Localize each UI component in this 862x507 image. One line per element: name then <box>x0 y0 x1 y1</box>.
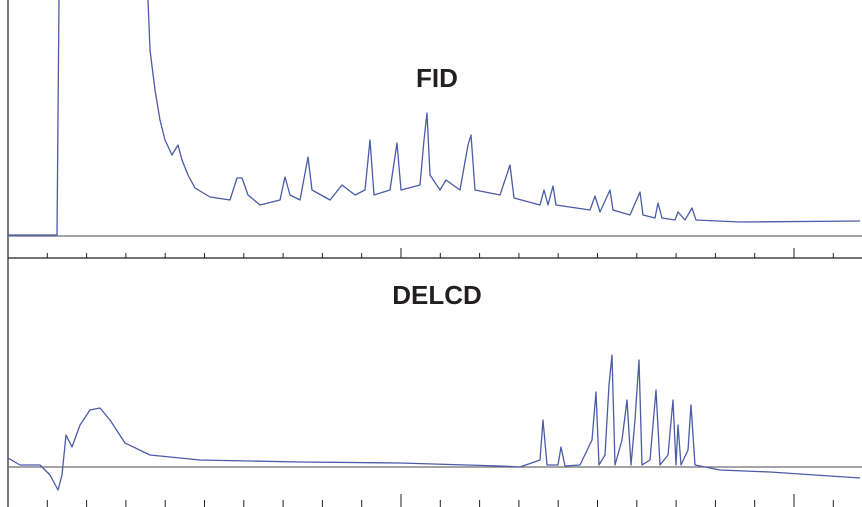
delcd-trace <box>7 354 861 491</box>
panel-label: DELCD <box>392 280 482 310</box>
fid-trace <box>8 0 861 236</box>
panel-label: FID <box>416 63 458 93</box>
time-ticks <box>7 248 834 507</box>
